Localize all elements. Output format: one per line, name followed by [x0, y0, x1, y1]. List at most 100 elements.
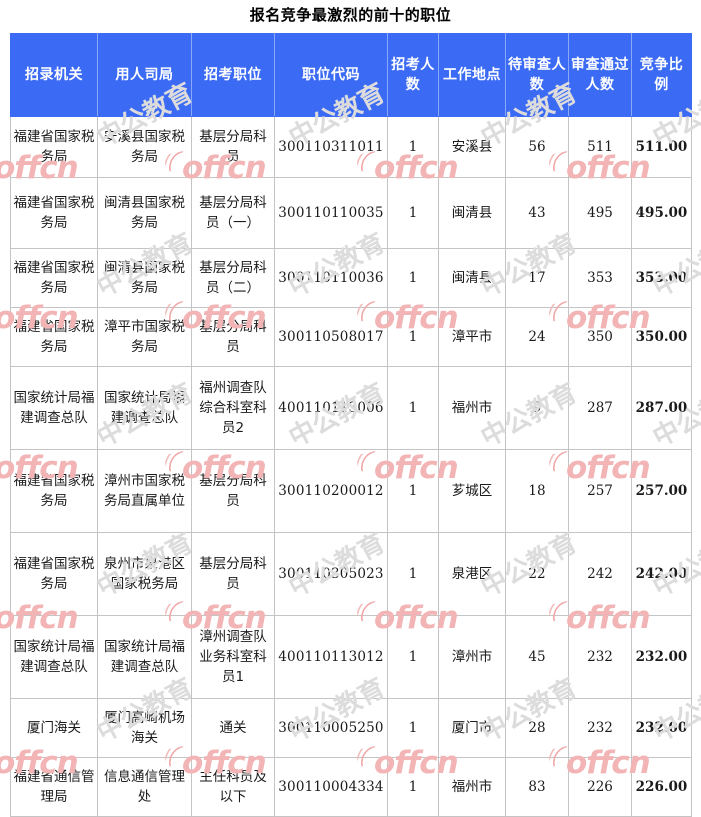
cell-hire: 1 [387, 366, 439, 450]
cell-ratio: 287.00 [631, 366, 692, 450]
cell-pending: 22 [505, 532, 569, 616]
cell-agency: 福建省国家税务局 [10, 307, 98, 367]
cell-position: 基层分局科员 [191, 449, 275, 533]
cell-hire: 1 [387, 116, 439, 178]
page-title: 报名竞争最激烈的前十的职位 [249, 6, 452, 24]
column-header-passed: 审查通过人数 [568, 33, 632, 117]
cell-position: 基层分局科员（二） [191, 248, 275, 308]
cell-dept: 厦门高崎机场海关 [97, 698, 192, 758]
cell-hire: 1 [387, 532, 439, 616]
cell-pending: 24 [505, 307, 569, 367]
cell-agency: 福建省国家税务局 [10, 116, 98, 178]
column-header-dept: 用人司局 [97, 33, 192, 117]
cell-agency: 福建省国家税务局 [10, 177, 98, 249]
cell-passed: 232 [568, 698, 632, 758]
cell-dept: 闽清县国家税务局 [97, 177, 192, 249]
column-header-agency: 招录机关 [10, 33, 98, 117]
cell-position: 基层分局科员 [191, 116, 275, 178]
cell-dept: 安溪县国家税务局 [97, 116, 192, 178]
cell-code: 300110004334 [274, 757, 388, 817]
cell-dept: 国家统计局福建调查总队 [97, 615, 192, 699]
cell-place: 闽清县 [438, 248, 506, 308]
cell-place: 福州市 [438, 366, 506, 450]
cell-position: 通关 [191, 698, 275, 758]
cell-hire: 1 [387, 177, 439, 249]
cell-code: 300110110035 [274, 177, 388, 249]
cell-ratio: 257.00 [631, 449, 692, 533]
cell-dept: 国家统计局福建调查总队 [97, 366, 192, 450]
cell-passed: 353 [568, 248, 632, 308]
cell-pending: 56 [505, 116, 569, 178]
cell-code: 300110005250 [274, 698, 388, 758]
cell-pending: 45 [505, 615, 569, 699]
table-row: 福建省国家税务局 漳州市国家税务局直属单位 基层分局科员 300110200012 1 芗… [10, 449, 692, 533]
table-row: 厦门海关 厦门高崎机场海关 通关 300110005250 1 厦门市 28 232 232.0… [10, 698, 692, 758]
table-row: 福建省国家税务局 漳平市国家税务局 基层分局科员 300110508017 1 漳平市 24… [10, 307, 692, 367]
cell-place: 福州市 [438, 757, 506, 817]
column-header-code: 职位代码 [274, 33, 388, 117]
cell-passed: 257 [568, 449, 632, 533]
cell-code: 300110508017 [274, 307, 388, 367]
cell-position: 基层分局科员 [191, 532, 275, 616]
cell-place: 闽清县 [438, 177, 506, 249]
cell-agency: 厦门海关 [10, 698, 98, 758]
table-row: 福建省通信管理局 信息通信管理处 主任科员及以下 300110004334 1 福州市 83… [10, 757, 692, 817]
cell-place: 安溪县 [438, 116, 506, 178]
cell-dept: 泉州市泉港区国家税务局 [97, 532, 192, 616]
cell-pending: 18 [505, 449, 569, 533]
cell-position: 主任科员及以下 [191, 757, 275, 817]
cell-pending: 43 [505, 177, 569, 249]
table-row: 国家统计局福建调查总队 国家统计局福建调查总队 漳州调查队业务科室科员1 400110… [10, 615, 692, 699]
cell-dept: 闽清县国家税务局 [97, 248, 192, 308]
cell-hire: 1 [387, 698, 439, 758]
cell-code: 300110110036 [274, 248, 388, 308]
cell-place: 漳州市 [438, 615, 506, 699]
cell-agency: 福建省国家税务局 [10, 449, 98, 533]
cell-place: 泉港区 [438, 532, 506, 616]
table-header: 招录机关 用人司局 招考职位 职位代码 招考人数 工作地点 待审查人数 审查通过… [10, 33, 692, 117]
cell-dept: 信息通信管理处 [97, 757, 192, 817]
cell-agency: 福建省国家税务局 [10, 248, 98, 308]
cell-ratio: 242.00 [631, 532, 692, 616]
cell-dept: 漳州市国家税务局直属单位 [97, 449, 192, 533]
cell-position: 基层分局科员（一） [191, 177, 275, 249]
cell-hire: 1 [387, 757, 439, 817]
cell-agency: 国家统计局福建调查总队 [10, 366, 98, 450]
table-row: 国家统计局福建调查总队 国家统计局福建调查总队 福州调查队综合科室科员2 400110… [10, 366, 692, 450]
cell-hire: 1 [387, 307, 439, 367]
cell-place: 漳平市 [438, 307, 506, 367]
cell-ratio: 350.00 [631, 307, 692, 367]
cell-position: 基层分局科员 [191, 307, 275, 367]
table-header-row: 招录机关 用人司局 招考职位 职位代码 招考人数 工作地点 待审查人数 审查通过… [10, 33, 692, 117]
cell-pending: 28 [505, 698, 569, 758]
column-header-hire: 招考人数 [387, 33, 439, 117]
cell-ratio: 511.00 [631, 116, 692, 178]
cell-code: 300110311011 [274, 116, 388, 178]
cell-position: 福州调查队综合科室科员2 [191, 366, 275, 450]
ranking-table-container: 招录机关 用人司局 招考职位 职位代码 招考人数 工作地点 待审查人数 审查通过… [10, 33, 692, 817]
cell-code: 400110113006 [274, 366, 388, 450]
column-header-place: 工作地点 [438, 33, 506, 117]
table-row: 福建省国家税务局 泉州市泉港区国家税务局 基层分局科员 300110305023 1 泉港… [10, 532, 692, 616]
cell-hire: 1 [387, 615, 439, 699]
cell-code: 300110200012 [274, 449, 388, 533]
cell-passed: 287 [568, 366, 632, 450]
cell-place: 厦门市 [438, 698, 506, 758]
cell-passed: 226 [568, 757, 632, 817]
table-body: 福建省国家税务局 安溪县国家税务局 基层分局科员 300110311011 1 安溪县 56… [10, 116, 692, 817]
cell-passed: 495 [568, 177, 632, 249]
cell-hire: 1 [387, 248, 439, 308]
cell-pending: 9 [505, 366, 569, 450]
cell-position: 漳州调查队业务科室科员1 [191, 615, 275, 699]
column-header-pending: 待审查人数 [505, 33, 569, 117]
cell-place: 芗城区 [438, 449, 506, 533]
cell-pending: 83 [505, 757, 569, 817]
table-row: 福建省国家税务局 闽清县国家税务局 基层分局科员（二） 300110110036 1 闽清… [10, 248, 692, 308]
cell-ratio: 226.00 [631, 757, 692, 817]
cell-agency: 国家统计局福建调查总队 [10, 615, 98, 699]
cell-code: 400110113012 [274, 615, 388, 699]
ranking-table: 招录机关 用人司局 招考职位 职位代码 招考人数 工作地点 待审查人数 审查通过… [10, 33, 692, 817]
table-row: 福建省国家税务局 安溪县国家税务局 基层分局科员 300110311011 1 安溪县 56… [10, 116, 692, 178]
cell-pending: 17 [505, 248, 569, 308]
cell-ratio: 495.00 [631, 177, 692, 249]
